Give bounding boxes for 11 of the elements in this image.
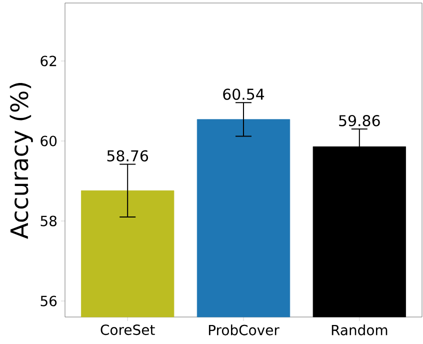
data-label: 60.54 [223,88,264,100]
y-axis-title: Accuracy (%) [10,82,33,239]
x-tick-label: CoreSet [100,324,155,336]
y-tick-label: 58 [40,216,57,226]
x-tick-label: ProbCover [208,324,280,336]
data-label: 59.86 [339,114,380,126]
x-tick-label: Random [332,324,388,336]
data-label: 58.76 [107,150,148,162]
y-tick-label: 62 [40,56,56,66]
y-tick-label: 56 [40,296,57,306]
y-tick-label: 60 [40,136,57,146]
